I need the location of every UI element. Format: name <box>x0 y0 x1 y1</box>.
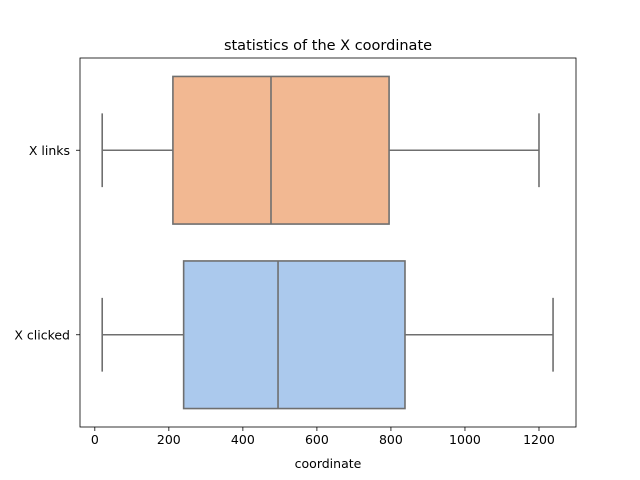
plot-frame <box>79 57 577 428</box>
y-tick-label: X links <box>29 143 70 158</box>
x-tick-label: 1000 <box>449 432 481 447</box>
y-axis: X links X clicked <box>14 143 80 342</box>
plot-area <box>101 75 554 410</box>
iqr-box <box>182 260 406 410</box>
x-axis: 0 200 400 600 800 1000 1200 <box>91 427 555 447</box>
x-tick-label: 400 <box>231 432 255 447</box>
x-tick-label: 800 <box>379 432 403 447</box>
x-tick-label: 600 <box>305 432 329 447</box>
x-axis-label: coordinate <box>295 456 362 471</box>
x-tick-label: 200 <box>157 432 181 447</box>
x-tick-label: 0 <box>91 432 99 447</box>
x-tick-label: 1200 <box>523 432 555 447</box>
y-tick-label: X clicked <box>14 327 70 342</box>
iqr-box <box>172 75 390 225</box>
chart-title: statistics of the X coordinate <box>224 38 432 54</box>
box-2 <box>101 260 554 410</box>
box-1 <box>101 75 540 225</box>
